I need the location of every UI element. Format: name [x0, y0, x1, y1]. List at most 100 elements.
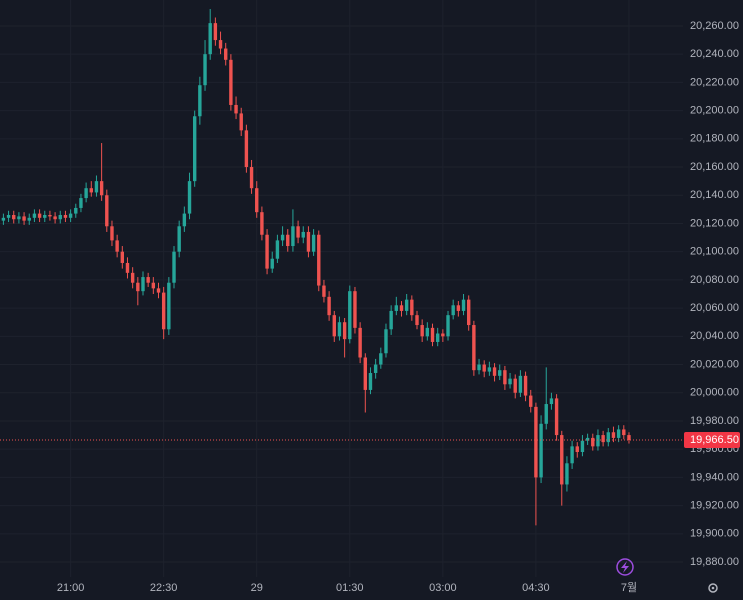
y-tick-label: 20,000.00	[690, 387, 739, 399]
y-tick-label: 20,160.00	[690, 161, 739, 173]
candle-body	[534, 406, 538, 478]
candle-body	[136, 282, 140, 292]
candle-body	[17, 216, 21, 220]
y-tick-label: 20,220.00	[690, 76, 739, 88]
candle-body	[498, 370, 502, 376]
candle-body	[368, 373, 373, 390]
y-tick-label: 19,920.00	[690, 500, 739, 512]
candle-body	[358, 327, 362, 358]
candle-body	[63, 214, 68, 218]
candle-body	[311, 234, 316, 252]
y-tick-label: 19,880.00	[690, 556, 739, 568]
x-tick-label: 21:00	[57, 582, 85, 594]
candle-body	[1, 217, 6, 221]
settings-button[interactable]	[708, 583, 718, 593]
candle-body	[596, 435, 600, 447]
candle-body	[317, 234, 321, 286]
candle-body	[110, 226, 114, 241]
candle-body	[363, 357, 367, 390]
candle-body	[508, 378, 512, 385]
candle-body	[218, 40, 223, 49]
x-tick-label: 04:30	[522, 582, 550, 594]
candle-body	[146, 277, 150, 283]
candle-body	[606, 432, 610, 443]
candle-body	[554, 398, 559, 436]
x-tick-label: 29	[251, 582, 263, 594]
candle-body	[125, 262, 130, 273]
y-tick-label: 19,980.00	[690, 415, 739, 427]
candle-body	[353, 291, 357, 328]
candle-body	[373, 364, 378, 374]
candle-body	[425, 327, 430, 337]
candle-body	[156, 288, 161, 293]
candle-body	[570, 446, 574, 464]
overlay: 19,880.00 19,900.00 19,920.00 19,940.00 19,9…	[0, 20, 740, 594]
last-price-box	[684, 432, 740, 449]
lightning-icon[interactable]	[621, 561, 629, 573]
candle-body	[167, 282, 171, 330]
candle-body	[379, 353, 383, 365]
candle-body	[22, 216, 26, 221]
candle-body	[549, 398, 554, 405]
y-tick-label: 20,020.00	[690, 358, 739, 370]
candle-body	[115, 240, 119, 252]
candles	[1, 9, 631, 526]
candle-body	[467, 299, 471, 326]
candle-body	[161, 292, 166, 330]
lightning-circle[interactable]	[616, 558, 634, 576]
candle-body	[451, 305, 455, 316]
candle-body	[213, 23, 218, 41]
y-tick-label: 20,120.00	[690, 217, 739, 229]
candle-body	[487, 367, 492, 372]
candle-body	[585, 437, 590, 441]
candle-body	[529, 395, 533, 407]
candle-body	[198, 85, 202, 117]
candle-body	[513, 378, 517, 393]
candle-body	[539, 423, 543, 478]
candle-body	[327, 296, 331, 316]
candle-body	[105, 195, 109, 227]
x-tick-label: 03:00	[429, 582, 457, 594]
candle-body	[591, 437, 595, 447]
candle-body	[234, 104, 238, 114]
candle-body	[565, 463, 569, 485]
candle-body	[43, 214, 47, 218]
candle-body	[255, 188, 259, 213]
y-tick-label: 20,100.00	[690, 246, 739, 258]
candle-body	[94, 181, 99, 193]
candle-body	[518, 375, 523, 393]
candle-body	[224, 48, 228, 60]
candle-body	[130, 272, 135, 283]
last-price-label: 19,966.50	[690, 434, 739, 446]
candle-body	[560, 435, 564, 485]
candle-body	[260, 212, 264, 235]
candle-body	[280, 234, 285, 241]
candle-body	[611, 432, 616, 438]
candle-body	[420, 325, 424, 337]
grid	[0, 0, 683, 577]
x-tick-label: 01:30	[336, 582, 364, 594]
candle-body	[48, 214, 52, 217]
candle-body	[435, 333, 440, 342]
candle-body	[394, 305, 399, 311]
candle-body	[389, 310, 393, 330]
candle-body	[89, 188, 93, 193]
y-tick-label: 20,260.00	[690, 20, 739, 32]
gear-icon[interactable]	[708, 583, 718, 593]
gear-center[interactable]	[711, 586, 715, 590]
candle-body	[306, 231, 311, 252]
candle-body	[249, 167, 254, 189]
candle-body	[523, 375, 528, 396]
candle-body	[342, 322, 347, 340]
candle-body	[120, 251, 125, 263]
lightning-button[interactable]	[616, 558, 634, 576]
candle-body	[275, 240, 280, 259]
candle-body	[286, 234, 290, 247]
candle-body	[84, 188, 88, 199]
candle-body	[410, 299, 414, 316]
y-tick-label: 20,080.00	[690, 274, 739, 286]
candle-body	[32, 213, 37, 218]
candle-body	[74, 207, 78, 214]
